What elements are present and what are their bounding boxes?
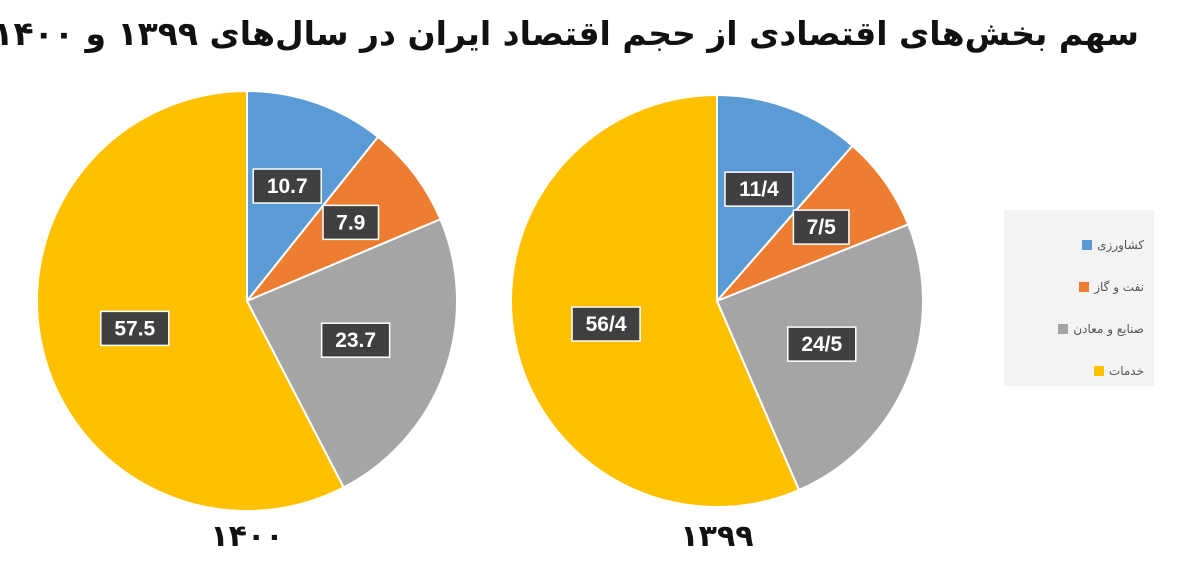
data-label-services: 57.5 (100, 310, 170, 347)
legend-item-services: خدمات (1016, 350, 1144, 392)
data-label-text: 7.9 (336, 211, 365, 234)
data-label-box (792, 209, 850, 245)
data-label-agriculture: 10.7 (252, 168, 323, 204)
data-label-text: 24/5 (801, 333, 842, 356)
legend-item-agriculture: کشاورزی (1016, 224, 1144, 266)
legend-swatch-services (1093, 366, 1104, 376)
legend-label: کشاورزی (1097, 238, 1144, 252)
legend: کشاورزی نفت و گاز صنایع و معادن خدمات (1004, 210, 1154, 386)
legend-swatch-oil-gas (1079, 282, 1090, 292)
data-label-text: 56/4 (586, 313, 627, 336)
data-label-text: 57.5 (114, 317, 155, 340)
data-label-text: 23.7 (335, 329, 376, 352)
data-label-box (322, 204, 380, 241)
data-label-agriculture: 11/4 (724, 171, 794, 207)
data-label-oil-gas: 7/5 (792, 209, 850, 245)
page-title: سهم بخش‌های اقتصادی از حجم اقتصاد ایران … (0, 14, 1139, 53)
year-label-1400: ۱۴۰۰ (210, 519, 283, 554)
data-label-text: 11/4 (739, 178, 779, 201)
pie-slice-services (510, 93, 801, 508)
data-label-box (100, 310, 170, 347)
data-label-box (571, 306, 641, 342)
year-label-1399: ۱۳۹۹ (680, 519, 753, 554)
legend-swatch-industry-mining (1058, 324, 1069, 334)
pie-slice-services (36, 89, 346, 512)
data-label-box (252, 168, 323, 204)
pie-1399: 11/4 7/5 24/5 56/4 ۱۳۹۹ (510, 93, 924, 554)
legend-item-oil-gas: نفت و گاز (1016, 266, 1144, 308)
pie-1400: 10.7 7.9 23.7 57.5 ۱۴۰۰ (36, 89, 458, 554)
data-label-box (320, 322, 391, 358)
legend-label: خدمات (1108, 364, 1144, 378)
legend-label: نفت و گاز (1094, 280, 1144, 294)
data-label-industry-mining: 24/5 (787, 326, 857, 362)
data-label-services: 56/4 (571, 306, 641, 342)
legend-item-industry-mining: صنایع و معادن (1016, 308, 1144, 350)
legend-swatch-agriculture (1082, 240, 1093, 250)
legend-label: صنایع و معادن (1073, 322, 1144, 336)
data-label-text: 10.7 (267, 175, 308, 198)
data-label-industry-mining: 23.7 (320, 322, 391, 358)
data-label-box (787, 326, 857, 362)
data-label-oil-gas: 7.9 (322, 204, 380, 241)
data-label-text: 7/5 (807, 216, 837, 239)
data-label-box (724, 171, 794, 207)
